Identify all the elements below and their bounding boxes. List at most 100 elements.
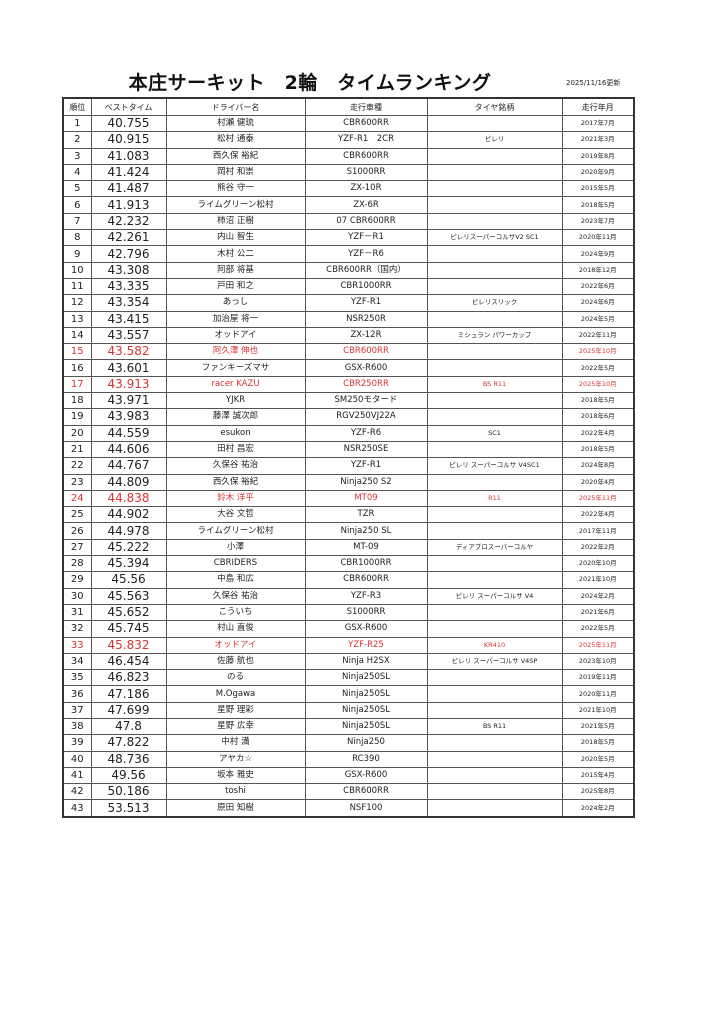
cell-date: 2015年5月 <box>561 180 635 198</box>
updated-date: 2025/11/16更新 <box>566 79 621 87</box>
cell-rank: 1 <box>62 114 92 133</box>
cell-tire <box>426 277 563 296</box>
cell-time: 45.745 <box>90 620 167 638</box>
cell-time: 45.222 <box>90 538 167 557</box>
cell-tire <box>426 440 563 459</box>
cell-time: 43.601 <box>90 359 167 377</box>
cell-time: 43.335 <box>90 277 167 296</box>
cell-time: 43.354 <box>90 294 167 312</box>
cell-driver: 岡村 和崇 <box>165 163 306 182</box>
cell-driver: 鈴木 洋平 <box>165 489 306 508</box>
cell-bike: CBR600RR <box>304 571 428 589</box>
cell-bike: GSX-R600 <box>304 359 428 377</box>
cell-time: 47.699 <box>90 701 167 719</box>
cell-time: 44.809 <box>90 473 167 491</box>
cell-driver: 田村 昌宏 <box>165 440 306 459</box>
cell-rank: 25 <box>62 506 92 524</box>
cell-driver: ファンキーズマサ <box>165 359 306 377</box>
cell-date: 2025年10月 <box>561 375 635 394</box>
cell-tire: ピレリ スーパーコルサ V4 <box>426 587 563 605</box>
header-driver: ドライバー名 <box>165 97 306 116</box>
page-title: 本庄サーキット 2輪 タイムランキング <box>128 72 492 94</box>
cell-rank: 29 <box>62 571 92 589</box>
cell-driver: 阿部 将基 <box>165 261 306 279</box>
cell-bike: CBR1000RR <box>304 555 428 573</box>
cell-tire <box>426 114 563 133</box>
table-row: 13 43.415 加治屋 将一 NSR250R 2024年5月 <box>62 310 635 328</box>
header-tire: タイヤ銘柄 <box>426 97 563 116</box>
cell-time: 41.487 <box>90 180 167 198</box>
cell-bike: 07 CBR600RR <box>304 212 428 231</box>
header-best-time: ベストタイム <box>90 97 167 116</box>
table-row: 2 40.915 松村 通泰 YZF-R1 2CR ピレリ 2021年3月 <box>62 131 635 149</box>
cell-time: 47.186 <box>90 685 167 703</box>
cell-bike: Ninja250 <box>304 734 428 752</box>
cell-tire <box>426 555 563 573</box>
cell-date: 2020年11月 <box>561 685 635 703</box>
cell-driver: 佐藤 航也 <box>165 652 306 671</box>
cell-bike: CBR600RR <box>304 114 428 133</box>
table-row: 10 43.308 阿部 将基 CBR600RR（国内） 2018年12月 <box>62 261 635 279</box>
cell-driver: 久保谷 祐治 <box>165 587 306 605</box>
cell-bike: TZR <box>304 506 428 524</box>
cell-rank: 30 <box>62 587 92 605</box>
table-row: 36 47.186 M.Ogawa Ninja250SL 2020年11月 <box>62 685 635 703</box>
cell-bike: YZF－R6 <box>304 245 428 263</box>
cell-tire <box>426 392 563 410</box>
cell-rank: 36 <box>62 685 92 703</box>
cell-date: 2015年4月 <box>561 766 635 785</box>
cell-driver: 大谷 文哲 <box>165 506 306 524</box>
cell-time: 43.913 <box>90 375 167 394</box>
table-row: 28 45.394 CBRIDERS CBR1000RR 2020年10月 <box>62 555 635 573</box>
cell-driver: YJKR <box>165 392 306 410</box>
cell-tire: ディアブロスーパーコルヤ <box>426 538 563 557</box>
cell-time: 41.913 <box>90 196 167 214</box>
cell-time: 45.394 <box>90 555 167 573</box>
cell-driver: 小澤 <box>165 538 306 557</box>
cell-rank: 21 <box>62 440 92 459</box>
cell-driver: オッドアイ <box>165 636 306 654</box>
cell-date: 2022年5月 <box>561 359 635 377</box>
cell-time: 45.563 <box>90 587 167 605</box>
cell-date: 2024年2月 <box>561 587 635 605</box>
cell-driver: 阿久澤 伸也 <box>165 343 306 361</box>
cell-tire <box>426 766 563 785</box>
cell-date: 2018年5月 <box>561 734 635 752</box>
cell-rank: 31 <box>62 603 92 622</box>
cell-tire <box>426 750 563 768</box>
cell-driver: toshi <box>165 783 306 801</box>
table-row: 9 42.796 木村 公二 YZF－R6 2024年9月 <box>62 245 635 263</box>
cell-date: 2024年2月 <box>561 799 635 818</box>
cell-date: 2021年10月 <box>561 571 635 589</box>
cell-rank: 35 <box>62 669 92 687</box>
cell-driver: 原田 知樹 <box>165 799 306 818</box>
cell-rank: 23 <box>62 473 92 491</box>
cell-tire: R11 <box>426 489 563 508</box>
table-row: 19 43.983 藤澤 誠次郎 RGV250VJ22A 2018年6月 <box>62 408 635 426</box>
table-row: 26 44.978 ライムグリーン松村 Ninja250 SL 2017年11月 <box>62 522 635 540</box>
cell-bike: ZX-6R <box>304 196 428 214</box>
table-row: 22 44.767 久保谷 祐治 YZF-R1 ピレリ スーパーコルサ V4SC1 202… <box>62 457 635 475</box>
cell-bike: SM250モタード <box>304 392 428 410</box>
cell-time: 42.796 <box>90 245 167 263</box>
cell-rank: 42 <box>62 783 92 801</box>
cell-date: 2021年3月 <box>561 131 635 149</box>
cell-time: 44.606 <box>90 440 167 459</box>
cell-tire: BS R11 <box>426 375 563 394</box>
cell-bike: YZF-R1 2CR <box>304 131 428 149</box>
cell-bike: S1000RR <box>304 603 428 622</box>
cell-date: 2022年5月 <box>561 620 635 638</box>
cell-tire <box>426 603 563 622</box>
cell-time: 45.652 <box>90 603 167 622</box>
cell-tire <box>426 701 563 719</box>
cell-driver: 木村 公二 <box>165 245 306 263</box>
header-date: 走行年月 <box>561 97 635 116</box>
cell-rank: 17 <box>62 375 92 394</box>
cell-driver: esukon <box>165 424 306 442</box>
table-row: 29 45.56 中島 和広 CBR600RR 2021年10月 <box>62 571 635 589</box>
cell-time: 41.083 <box>90 147 167 165</box>
table-row: 3 41.083 西久保 裕紀 CBR600RR 2019年8月 <box>62 147 635 165</box>
table-row: 21 44.606 田村 昌宏 NSR250SE 2018年5月 <box>62 440 635 459</box>
cell-tire <box>426 261 563 279</box>
cell-time: 50.186 <box>90 783 167 801</box>
